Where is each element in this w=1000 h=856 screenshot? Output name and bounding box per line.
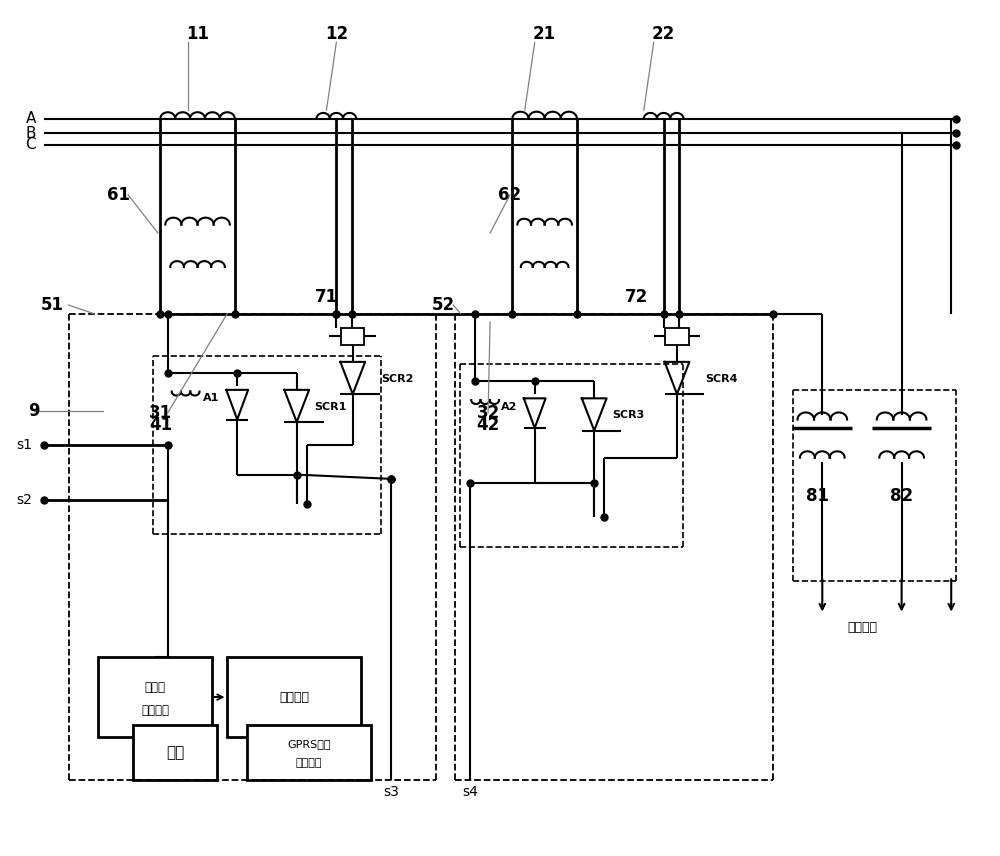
Text: 51: 51 bbox=[40, 296, 63, 314]
Bar bbox=[98, 657, 212, 737]
Text: A1: A1 bbox=[203, 393, 219, 403]
Text: 31: 31 bbox=[149, 404, 172, 422]
Text: 21: 21 bbox=[533, 25, 556, 43]
Bar bbox=[665, 328, 689, 345]
Text: 12: 12 bbox=[325, 25, 348, 43]
Text: 62: 62 bbox=[498, 186, 521, 204]
Text: A2: A2 bbox=[500, 401, 517, 412]
Text: B: B bbox=[25, 126, 36, 140]
Bar bbox=[341, 328, 364, 345]
Text: 电源: 电源 bbox=[166, 745, 184, 760]
Text: 41: 41 bbox=[149, 417, 172, 435]
Text: 42: 42 bbox=[476, 417, 500, 435]
Text: SCR4: SCR4 bbox=[705, 374, 738, 383]
Bar bbox=[227, 657, 361, 737]
Bar bbox=[133, 725, 217, 780]
Text: 82: 82 bbox=[890, 487, 913, 505]
Text: 72: 72 bbox=[625, 288, 648, 306]
Text: GPRS远程: GPRS远程 bbox=[287, 739, 331, 749]
Text: s2: s2 bbox=[16, 493, 32, 507]
Text: 52: 52 bbox=[432, 296, 455, 314]
Text: SCR3: SCR3 bbox=[612, 410, 644, 420]
Text: 32: 32 bbox=[476, 404, 500, 422]
Text: s1: s1 bbox=[16, 438, 32, 452]
Text: s4: s4 bbox=[462, 786, 478, 800]
Text: A: A bbox=[26, 111, 36, 126]
Text: 11: 11 bbox=[186, 25, 209, 43]
Text: 显示与: 显示与 bbox=[145, 681, 166, 694]
Text: C: C bbox=[25, 137, 36, 152]
Text: 81: 81 bbox=[806, 487, 829, 505]
Text: s3: s3 bbox=[383, 786, 399, 800]
Text: 9: 9 bbox=[28, 402, 40, 420]
Text: 61: 61 bbox=[107, 186, 130, 204]
Text: 发送模块: 发送模块 bbox=[296, 758, 322, 768]
Text: 输入单元: 输入单元 bbox=[141, 704, 169, 717]
Text: 71: 71 bbox=[315, 288, 338, 306]
Text: 22: 22 bbox=[652, 25, 675, 43]
Bar bbox=[247, 725, 371, 780]
Text: SCR1: SCR1 bbox=[315, 401, 347, 412]
Text: 至电度表: 至电度表 bbox=[847, 621, 877, 633]
Text: 控制装置: 控制装置 bbox=[279, 691, 309, 704]
Text: SCR2: SCR2 bbox=[381, 374, 413, 383]
